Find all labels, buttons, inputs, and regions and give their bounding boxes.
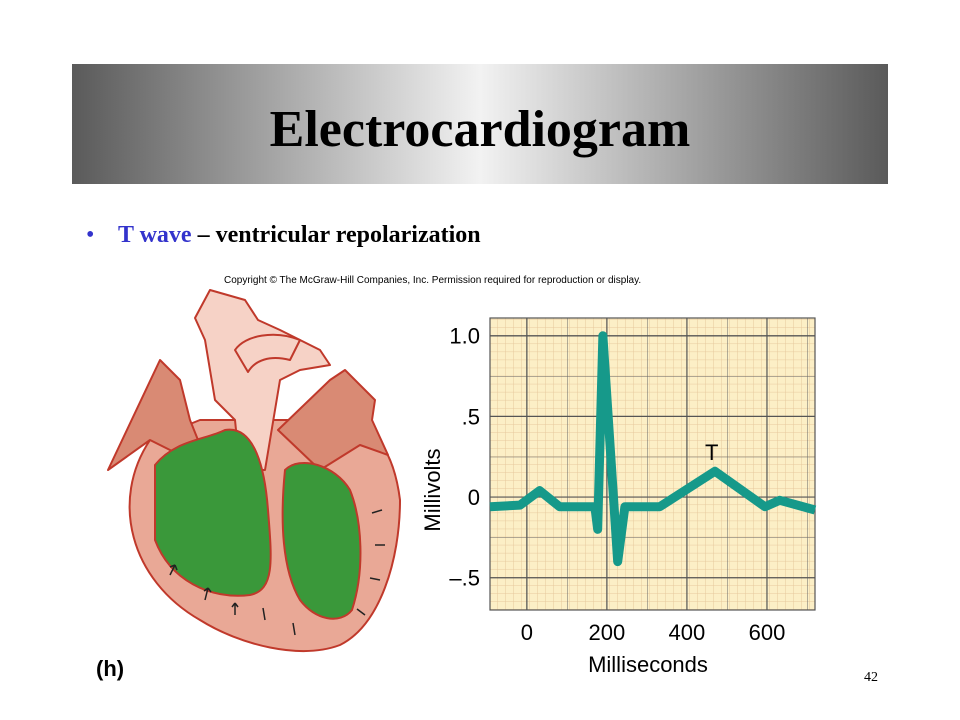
y-tick-label: 0 [468, 485, 480, 510]
bullet: T wave – ventricular repolarization [118, 222, 481, 248]
page-number: 42 [864, 670, 878, 685]
plot-border [489, 317, 816, 611]
x-tick-label: 200 [589, 620, 626, 645]
impulse-arrows [169, 509, 385, 636]
title: Electrocardiogram [270, 101, 691, 158]
x-axis-label: Milliseconds [588, 652, 708, 677]
ecg-trace [489, 331, 817, 567]
y-tick-label: 1.0 [449, 324, 480, 349]
x-tick-label: 0 [521, 620, 533, 645]
figure-label: (h) [96, 656, 124, 681]
bullet-text: – ventricular repolarization [197, 222, 481, 248]
copyright: Copyright © The McGraw-Hill Companies, I… [224, 275, 641, 286]
bullet-term: T wave [118, 222, 192, 248]
ecg-chart: Milliseconds Millivolts –.5 0 .5 1.0 0 200 400… [420, 317, 817, 677]
bullet-dot: • [86, 222, 94, 248]
heart-diagram [107, 289, 401, 652]
y-tick-label: .5 [462, 404, 480, 429]
title-bar [72, 64, 888, 184]
annotation: T [705, 440, 718, 465]
major-grid [490, 318, 815, 610]
x-tick-label: 600 [749, 620, 786, 645]
y-axis-label: Millivolts [420, 448, 445, 531]
x-tick-label: 400 [669, 620, 706, 645]
y-tick-label: –.5 [449, 566, 480, 591]
